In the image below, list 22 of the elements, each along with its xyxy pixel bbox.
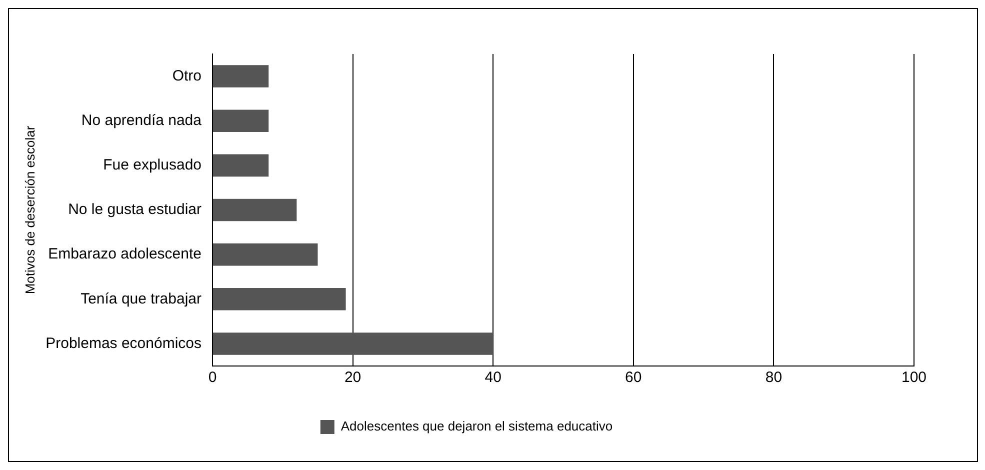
- y-tick-label: Problemas económicos: [46, 334, 202, 352]
- y-tick-label: No le gusta estudiar: [68, 201, 202, 218]
- bar: [213, 65, 269, 88]
- x-tick-label: 40: [484, 369, 502, 386]
- bar: [213, 332, 494, 355]
- y-tick-label: Tenía que trabajar: [80, 290, 202, 308]
- x-tick-label: 0: [208, 369, 217, 386]
- x-tick-label: 20: [344, 369, 362, 386]
- bar: [213, 288, 346, 310]
- y-tick-label: Fue explusado: [103, 156, 202, 174]
- legend-label: Adolescentes que dejaron el sistema educativo: [340, 418, 613, 434]
- y-axis-title: Motivos de deserción escolar: [22, 125, 38, 294]
- x-tick-label: 100: [901, 369, 927, 386]
- bar: [213, 154, 269, 177]
- y-tick-label: Otro: [172, 67, 202, 84]
- y-tick-label: Embarazo adolescente: [48, 246, 202, 263]
- x-tick-label: 60: [625, 369, 642, 386]
- x-tick-label: 80: [765, 369, 782, 386]
- y-tick-label: No aprendía nada: [81, 112, 202, 129]
- bar: [213, 110, 269, 132]
- bar: [213, 198, 297, 222]
- bar: [213, 243, 318, 266]
